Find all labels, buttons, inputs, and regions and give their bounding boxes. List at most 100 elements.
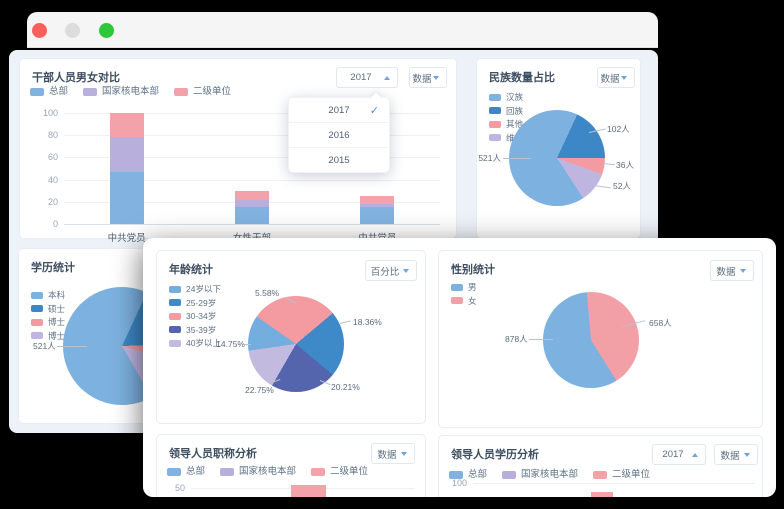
percent-select-value: 百分比 bbox=[370, 266, 400, 278]
pie-label: 878人 bbox=[505, 334, 528, 344]
legend-label: 二级单位 bbox=[612, 469, 651, 480]
menu-item-2017[interactable]: 2017 ✓ bbox=[289, 98, 389, 123]
legend-item[interactable]: 总部 bbox=[30, 87, 68, 97]
legend-label: 博士 bbox=[48, 317, 66, 327]
pie-label: 102人 bbox=[607, 124, 630, 134]
legend-label: 总部 bbox=[468, 469, 488, 480]
menu-item-2016[interactable]: 2016 bbox=[289, 123, 389, 148]
legend-swatch-icon bbox=[30, 87, 44, 96]
legend-item[interactable]: 24岁以下 bbox=[169, 285, 221, 294]
legend-item[interactable]: 二级单位 bbox=[311, 467, 368, 477]
legend-item[interactable]: 博士 bbox=[31, 318, 74, 327]
legend-item[interactable]: 汉族 bbox=[489, 93, 523, 102]
chevron-up-icon bbox=[692, 452, 698, 457]
pie-label: 36人 bbox=[616, 160, 634, 170]
chart-legend: 24岁以下 25-29岁 30-34岁 35-39岁 40岁以上 bbox=[169, 285, 221, 348]
minimize-button[interactable] bbox=[65, 23, 80, 38]
card-gender-pie: 性别统计 数据 男女 878人 658人 bbox=[438, 250, 763, 428]
legend-label: 总部 bbox=[49, 86, 69, 97]
legend-swatch-icon bbox=[489, 134, 501, 142]
legend-item[interactable]: 女 bbox=[451, 295, 477, 306]
card-leader-title-bar: 领导人员职称分析 数据 总部 国家核电本部 二级单位 50 bbox=[156, 434, 426, 497]
bar-segment bbox=[235, 199, 269, 208]
legend-swatch-icon bbox=[83, 87, 98, 96]
chart-legend: 总部 国家核电本部 二级单位 bbox=[167, 467, 368, 477]
card-title: 性别统计 bbox=[451, 264, 495, 276]
bar-segment bbox=[360, 204, 395, 208]
legend-swatch-icon bbox=[169, 312, 181, 320]
axis-tick-label: 0 bbox=[52, 219, 58, 229]
pie-label: 20.21% bbox=[331, 382, 360, 392]
legend-item[interactable]: 本科 bbox=[31, 291, 74, 300]
legend-swatch-icon bbox=[451, 297, 463, 305]
legend-swatch-icon bbox=[449, 470, 463, 479]
menu-item-label: 2017 bbox=[328, 104, 350, 116]
chevron-down-icon bbox=[740, 268, 746, 273]
gridline bbox=[64, 179, 440, 181]
axis-tick-label: 60 bbox=[47, 152, 58, 163]
card-cadre-gender-bar: 干部人员男女对比 2017 数据 总部 国家核电本部 二级单位 0 20 40 60 80 1… bbox=[19, 58, 457, 244]
axis-tick-label: 50 bbox=[174, 483, 185, 493]
chevron-down-icon bbox=[433, 75, 439, 80]
legend-label: 国家核电本部 bbox=[239, 466, 297, 477]
legend-item[interactable]: 总部 bbox=[449, 470, 487, 480]
legend-item[interactable]: 25-29岁 bbox=[169, 298, 221, 308]
category-label: 中共党员 bbox=[107, 233, 146, 244]
legend-label: 男 bbox=[468, 282, 477, 292]
legend-swatch-icon bbox=[451, 283, 463, 291]
legend-label: 二级单位 bbox=[330, 466, 369, 477]
gridline bbox=[64, 135, 440, 137]
year-select[interactable]: 2017 bbox=[336, 67, 398, 88]
axis-tick-label: 100 bbox=[42, 108, 58, 118]
menu-item-label: 2016 bbox=[328, 129, 350, 141]
gridline bbox=[64, 113, 440, 114]
legend-item[interactable]: 博士后 bbox=[31, 331, 74, 341]
bar-segment bbox=[109, 113, 144, 138]
maximize-button[interactable] bbox=[99, 23, 114, 38]
bar-segment bbox=[235, 190, 269, 200]
legend-item[interactable]: 男 bbox=[451, 283, 477, 292]
data-button[interactable]: 数据 bbox=[714, 444, 758, 465]
legend-item[interactable]: 国家核电本部 bbox=[83, 87, 159, 97]
age-pie-chart bbox=[248, 296, 344, 392]
menu-item-2015[interactable]: 2015 bbox=[289, 148, 389, 172]
legend-item[interactable]: 40岁以上 bbox=[169, 339, 221, 348]
axis-tick-label: 100 bbox=[451, 478, 467, 488]
legend-item[interactable]: 硕士 bbox=[31, 304, 74, 314]
legend-swatch-icon bbox=[174, 87, 189, 96]
legend-item[interactable]: 国家核电本部 bbox=[220, 467, 296, 477]
legend-swatch-icon bbox=[311, 467, 326, 476]
legend-swatch-icon bbox=[502, 470, 517, 479]
legend-swatch-icon bbox=[489, 93, 501, 101]
data-button[interactable]: 数据 bbox=[597, 67, 635, 88]
card-title: 民族数量占比 bbox=[489, 72, 555, 84]
legend-item[interactable]: 回族 bbox=[489, 106, 523, 116]
legend-label: 二级单位 bbox=[193, 86, 232, 97]
legend-item[interactable]: 二级单位 bbox=[593, 470, 650, 480]
legend-label: 其他 bbox=[506, 119, 524, 129]
data-button[interactable]: 数据 bbox=[710, 260, 754, 281]
percent-select[interactable]: 百分比 bbox=[365, 260, 417, 281]
legend-swatch-icon bbox=[31, 291, 43, 299]
legend-label: 40岁以上 bbox=[186, 338, 221, 348]
data-button-label: 数据 bbox=[412, 73, 432, 85]
legend-swatch-icon bbox=[167, 467, 181, 476]
year-dropdown-menu: 2017 ✓ 2016 2015 bbox=[288, 92, 390, 173]
legend-label: 女 bbox=[468, 295, 477, 306]
year-select[interactable]: 2017 bbox=[652, 444, 706, 465]
close-button[interactable] bbox=[32, 23, 47, 38]
pie-label: 52人 bbox=[613, 181, 631, 191]
legend-item[interactable]: 其他 bbox=[489, 120, 523, 129]
chart-legend: 男女 bbox=[451, 283, 477, 305]
legend-label: 总部 bbox=[186, 466, 206, 477]
bar-segment bbox=[109, 137, 144, 172]
pie-label: 658人 bbox=[649, 318, 672, 328]
data-button[interactable]: 数据 bbox=[371, 443, 415, 464]
legend-item[interactable]: 30-34岁 bbox=[169, 312, 221, 321]
data-button[interactable]: 数据 bbox=[409, 67, 447, 88]
card-title: 学历统计 bbox=[31, 262, 75, 274]
legend-item[interactable]: 二级单位 bbox=[174, 87, 231, 97]
legend-item[interactable]: 国家核电本部 bbox=[502, 470, 578, 480]
legend-item[interactable]: 35-39岁 bbox=[169, 325, 221, 335]
legend-item[interactable]: 总部 bbox=[167, 467, 205, 477]
